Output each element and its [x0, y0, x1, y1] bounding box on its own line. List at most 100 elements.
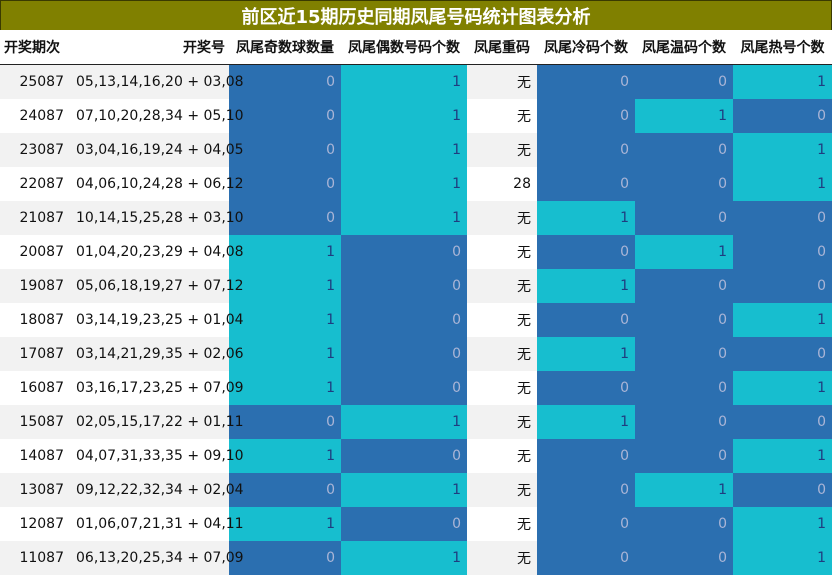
cell-issue: 24087 — [0, 99, 70, 133]
cell-even-count: 1 — [341, 473, 467, 507]
cell-cold-count: 1 — [537, 269, 635, 303]
cell-even-count: 1 — [341, 541, 467, 575]
cell-odd-count: 1 — [229, 371, 341, 405]
cell-issue: 19087 — [0, 269, 70, 303]
cell-hot-count: 1 — [733, 507, 832, 541]
cell-repeat: 无 — [467, 99, 537, 133]
cell-cold-count: 0 — [537, 65, 635, 100]
cell-issue: 16087 — [0, 371, 70, 405]
cell-warm-count: 0 — [635, 65, 733, 100]
cell-hot-count: 1 — [733, 439, 832, 473]
cell-repeat: 无 — [467, 337, 537, 371]
cell-numbers: 03,14,21,29,35 + 02,06 — [70, 337, 229, 371]
cell-even-count: 0 — [341, 371, 467, 405]
cell-even-count: 1 — [341, 201, 467, 235]
cell-numbers: 05,13,14,16,20 + 03,08 — [70, 65, 229, 100]
cell-repeat: 无 — [467, 133, 537, 167]
cell-hot-count: 0 — [733, 99, 832, 133]
cell-warm-count: 0 — [635, 405, 733, 439]
cell-numbers: 01,06,07,21,31 + 04,11 — [70, 507, 229, 541]
cell-numbers: 10,14,15,25,28 + 03,10 — [70, 201, 229, 235]
cell-even-count: 0 — [341, 507, 467, 541]
cell-hot-count: 1 — [733, 133, 832, 167]
cell-odd-count: 1 — [229, 235, 341, 269]
cell-repeat: 无 — [467, 235, 537, 269]
cell-warm-count: 1 — [635, 99, 733, 133]
cell-odd-count: 0 — [229, 201, 341, 235]
cell-cold-count: 0 — [537, 507, 635, 541]
cell-warm-count: 1 — [635, 235, 733, 269]
cell-numbers: 01,04,20,23,29 + 04,08 — [70, 235, 229, 269]
header-issue: 开奖期次 — [0, 30, 70, 65]
cell-repeat: 无 — [467, 541, 537, 575]
cell-cold-count: 0 — [537, 473, 635, 507]
header-warm-count: 凤尾温码个数 — [635, 30, 733, 65]
header-hot-count: 凤尾热号个数 — [733, 30, 832, 65]
cell-issue: 11087 — [0, 541, 70, 575]
cell-warm-count: 0 — [635, 371, 733, 405]
cell-cold-count: 0 — [537, 99, 635, 133]
cell-hot-count: 0 — [733, 235, 832, 269]
cell-numbers: 04,07,31,33,35 + 09,10 — [70, 439, 229, 473]
cell-numbers: 07,10,20,28,34 + 05,10 — [70, 99, 229, 133]
cell-even-count: 0 — [341, 439, 467, 473]
cell-hot-count: 1 — [733, 303, 832, 337]
cell-hot-count: 1 — [733, 371, 832, 405]
cell-even-count: 1 — [341, 133, 467, 167]
cell-odd-count: 0 — [229, 473, 341, 507]
cell-odd-count: 0 — [229, 133, 341, 167]
cell-issue: 12087 — [0, 507, 70, 541]
cell-odd-count: 0 — [229, 99, 341, 133]
header-repeat: 凤尾重码 — [467, 30, 537, 65]
cell-repeat: 无 — [467, 201, 537, 235]
cell-even-count: 0 — [341, 303, 467, 337]
cell-cold-count: 0 — [537, 439, 635, 473]
cell-odd-count: 0 — [229, 541, 341, 575]
cell-even-count: 1 — [341, 405, 467, 439]
cell-repeat: 无 — [467, 269, 537, 303]
cell-repeat: 无 — [467, 439, 537, 473]
cell-odd-count: 1 — [229, 303, 341, 337]
cell-repeat: 无 — [467, 303, 537, 337]
cell-numbers: 05,06,18,19,27 + 07,12 — [70, 269, 229, 303]
cell-issue: 18087 — [0, 303, 70, 337]
cell-hot-count: 0 — [733, 201, 832, 235]
cell-odd-count: 1 — [229, 439, 341, 473]
cell-warm-count: 0 — [635, 541, 733, 575]
cell-numbers: 03,14,19,23,25 + 01,04 — [70, 303, 229, 337]
cell-warm-count: 0 — [635, 133, 733, 167]
cell-hot-count: 1 — [733, 65, 832, 100]
cell-odd-count: 0 — [229, 65, 341, 100]
cell-cold-count: 1 — [537, 405, 635, 439]
cell-cold-count: 0 — [537, 235, 635, 269]
cell-odd-count: 1 — [229, 507, 341, 541]
cell-repeat: 无 — [467, 65, 537, 100]
cell-issue: 20087 — [0, 235, 70, 269]
cell-hot-count: 1 — [733, 167, 832, 201]
cell-warm-count: 0 — [635, 303, 733, 337]
cell-issue: 21087 — [0, 201, 70, 235]
cell-cold-count: 0 — [537, 133, 635, 167]
cell-even-count: 0 — [341, 235, 467, 269]
cell-numbers: 09,12,22,32,34 + 02,04 — [70, 473, 229, 507]
cell-issue: 17087 — [0, 337, 70, 371]
cell-repeat: 无 — [467, 371, 537, 405]
cell-numbers: 02,05,15,17,22 + 01,11 — [70, 405, 229, 439]
cell-hot-count: 0 — [733, 269, 832, 303]
cell-hot-count: 0 — [733, 405, 832, 439]
header-numbers: 开奖号 — [70, 30, 229, 65]
cell-warm-count: 0 — [635, 201, 733, 235]
cell-odd-count: 0 — [229, 167, 341, 201]
